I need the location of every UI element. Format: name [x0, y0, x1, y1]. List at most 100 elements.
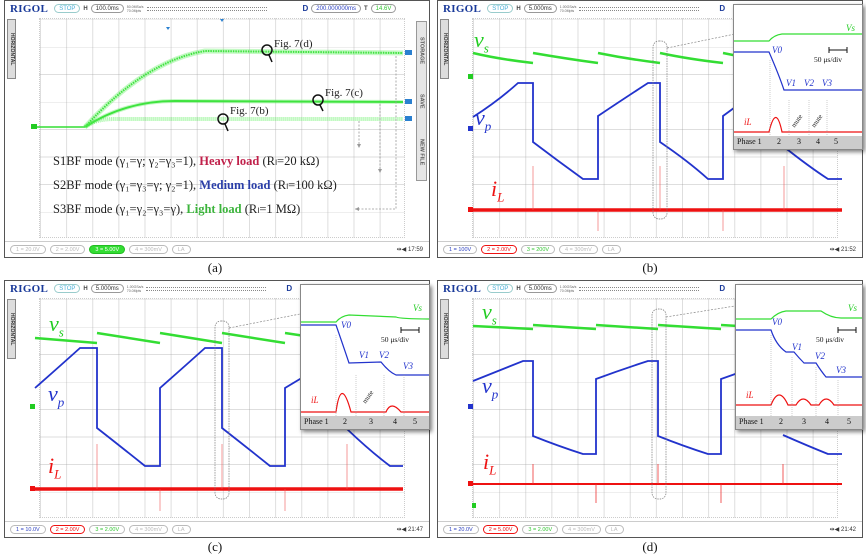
inset-v3-label: V3 — [822, 78, 832, 88]
horizontal-tab[interactable]: HORIZONTAL — [440, 19, 449, 79]
channel-2-button[interactable]: 2 = 5.00V — [482, 525, 519, 534]
caption-a: (a) — [207, 260, 223, 275]
vp-label: vp — [48, 381, 65, 410]
memory-waveform-bar — [146, 6, 267, 11]
channel-1-button[interactable]: 1 = 100V — [443, 245, 478, 254]
logic-analyzer-button[interactable]: LA — [171, 245, 191, 254]
channel-status-bar: 1 = 20.0V 2 = 5.00V 3 = 2.00V 4 = 300mV … — [438, 521, 862, 537]
waveform-traces — [468, 305, 842, 508]
run-stop-button[interactable]: STOP — [487, 4, 514, 13]
channel-3-button[interactable]: 3 = 200V — [520, 245, 556, 254]
trigger-label: T — [364, 5, 368, 12]
horizontal-tab[interactable]: HORIZONTAL — [440, 299, 449, 359]
logic-analyzer-button[interactable]: LA — [604, 525, 624, 534]
channel-4-button[interactable]: 4 = 300mV — [559, 245, 598, 254]
fig-7d-label: Fig. 7(d) — [274, 38, 313, 50]
usb-speaker-icon: ⇹◀ — [829, 247, 840, 253]
caption-b: (b) — [642, 260, 658, 275]
h-label: H — [516, 285, 521, 292]
inset-il-label: iL — [744, 117, 752, 127]
sample-info: 1.00GSa/s 70.0Mpts — [126, 284, 144, 293]
fig-7b-label: Fig. 7(b) — [230, 105, 269, 117]
time-scale-label: 50 μs/div — [381, 335, 409, 344]
inset-v2-label: V2 — [804, 78, 814, 88]
horizontal-tab[interactable]: HORIZONTAL — [7, 19, 16, 79]
usb-speaker-icon: ⇹◀ — [396, 247, 407, 253]
new-file-item[interactable]: NEW FILE — [418, 138, 425, 165]
clock: ⇹◀ 17:59 — [396, 247, 423, 253]
s3bf-line: S3BF mode (γ₁=γ₂=γ₃=γ), Light load (Rₗ=1… — [53, 202, 301, 216]
phase-bar: Phase 1 2 3 4 5 — [301, 416, 429, 429]
storage-item[interactable]: STORAGE — [418, 37, 425, 65]
run-stop-button[interactable]: STOP — [54, 4, 81, 13]
inset-v3-label: V3 — [403, 361, 413, 371]
sample-info: 1.00GSa/s 70.0Mpts — [559, 4, 577, 13]
timebase-value[interactable]: 5.000ms — [523, 284, 557, 293]
magnifier-icon — [217, 44, 324, 132]
inset-v2-label: V2 — [815, 351, 825, 361]
logic-analyzer-button[interactable]: LA — [171, 525, 191, 534]
s2bf-line: S2BF mode (γ₁=γ₃=γ; γ₂=1), Medium load (… — [53, 178, 337, 192]
inset-v0-label: V0 — [772, 45, 782, 55]
trigger-level[interactable]: 14.6V — [370, 4, 397, 13]
timebase-value[interactable]: 5.000ms — [523, 4, 557, 13]
caption-d: (d) — [642, 539, 658, 554]
inset-v3-label: V3 — [836, 365, 846, 375]
storage-menu[interactable]: STORAGE SAVE NEW FILE — [416, 21, 427, 181]
delay-label: D — [719, 284, 726, 293]
brand-logo: RIGOL — [443, 282, 482, 295]
phase-bar: Phase 1 2 3 4 5 — [736, 416, 862, 429]
vs-label: vs — [482, 299, 497, 328]
channel-status-bar: 1 = 100V 2 = 2.00V 3 = 200V 4 = 300mV LA… — [438, 241, 862, 257]
brand-logo: RIGOL — [10, 2, 49, 15]
channel-2-button[interactable]: 2 = 2.00V — [49, 245, 86, 254]
waveform-grid — [39, 18, 405, 238]
vs-label: vs — [474, 27, 489, 56]
channel-status-bar: 1 = 10.0V 2 = 2.00V 3 = 2.00V 4 = 300mV … — [5, 521, 429, 537]
channel-1-button[interactable]: 1 = 20.0V — [443, 525, 479, 534]
zoom-inset: Vs V0 V1 V2 V3 iL 50 μs/div mute mute Ph… — [733, 4, 863, 150]
run-stop-button[interactable]: STOP — [54, 284, 81, 293]
vp-label: vp — [475, 105, 492, 134]
delay-label: D — [719, 4, 726, 13]
usb-speaker-icon: ⇹◀ — [396, 527, 407, 533]
scope-panel-c: RIGOL STOP H 5.000ms 1.00GSa/s 70.0Mpts D… — [4, 280, 430, 538]
logic-analyzer-button[interactable]: LA — [601, 245, 621, 254]
inset-v0-label: V0 — [772, 317, 782, 327]
inset-il-label: iL — [746, 390, 754, 400]
delay-label: D — [302, 4, 309, 13]
timebase-value[interactable]: 5.000ms — [90, 284, 124, 293]
channel-1-button[interactable]: 1 = 20.0V — [10, 245, 46, 254]
caption-c: (c) — [207, 539, 223, 554]
channel-2-button[interactable]: 2 = 2.00V — [49, 525, 86, 534]
il-label: iL — [483, 449, 497, 478]
sample-info: 50.0MSa/s 70.0Mpts — [126, 4, 144, 13]
usb-speaker-icon: ⇹◀ — [829, 527, 840, 533]
sample-info: 1.00GSa/s 70.0Mpts — [559, 284, 577, 293]
horizontal-tab[interactable]: HORIZONTAL — [7, 299, 16, 359]
timebase-value[interactable]: 100.0ms — [90, 4, 124, 13]
h-label: H — [83, 285, 88, 292]
save-item[interactable]: SAVE — [418, 94, 425, 109]
delay-value[interactable]: 200.000000ms — [311, 4, 361, 13]
il-label: iL — [48, 453, 62, 482]
scope-header: RIGOL STOP H 5.000ms 1.00GSa/s 70.0Mpts D — [438, 1, 862, 16]
inset-vs-label: Vs — [848, 303, 857, 313]
clock: ⇹◀ 21:52 — [829, 247, 856, 253]
time-scale-label: 50 μs/div — [814, 55, 842, 64]
waveform-traces — [30, 313, 403, 511]
memory-waveform-bar — [146, 286, 267, 291]
channel-4-button[interactable]: 4 = 300mV — [129, 525, 168, 534]
channel-4-button[interactable]: 4 = 300mV — [562, 525, 601, 534]
zoom-inset: Vs V0 V1 V2 V3 iL 50 μs/div Phase 1 2 3 … — [735, 284, 863, 430]
channel-3-button[interactable]: 3 = 5.00V — [89, 245, 126, 254]
channel-3-button[interactable]: 3 = 2.00V — [522, 525, 559, 534]
waveform-traces — [468, 33, 842, 231]
h-label: H — [516, 5, 521, 12]
channel-4-button[interactable]: 4 = 300mV — [129, 245, 168, 254]
channel-3-button[interactable]: 3 = 2.00V — [89, 525, 126, 534]
inset-vs-label: Vs — [846, 23, 855, 33]
channel-2-button[interactable]: 2 = 2.00V — [481, 245, 517, 254]
channel-1-button[interactable]: 1 = 10.0V — [10, 525, 46, 534]
run-stop-button[interactable]: STOP — [487, 284, 514, 293]
